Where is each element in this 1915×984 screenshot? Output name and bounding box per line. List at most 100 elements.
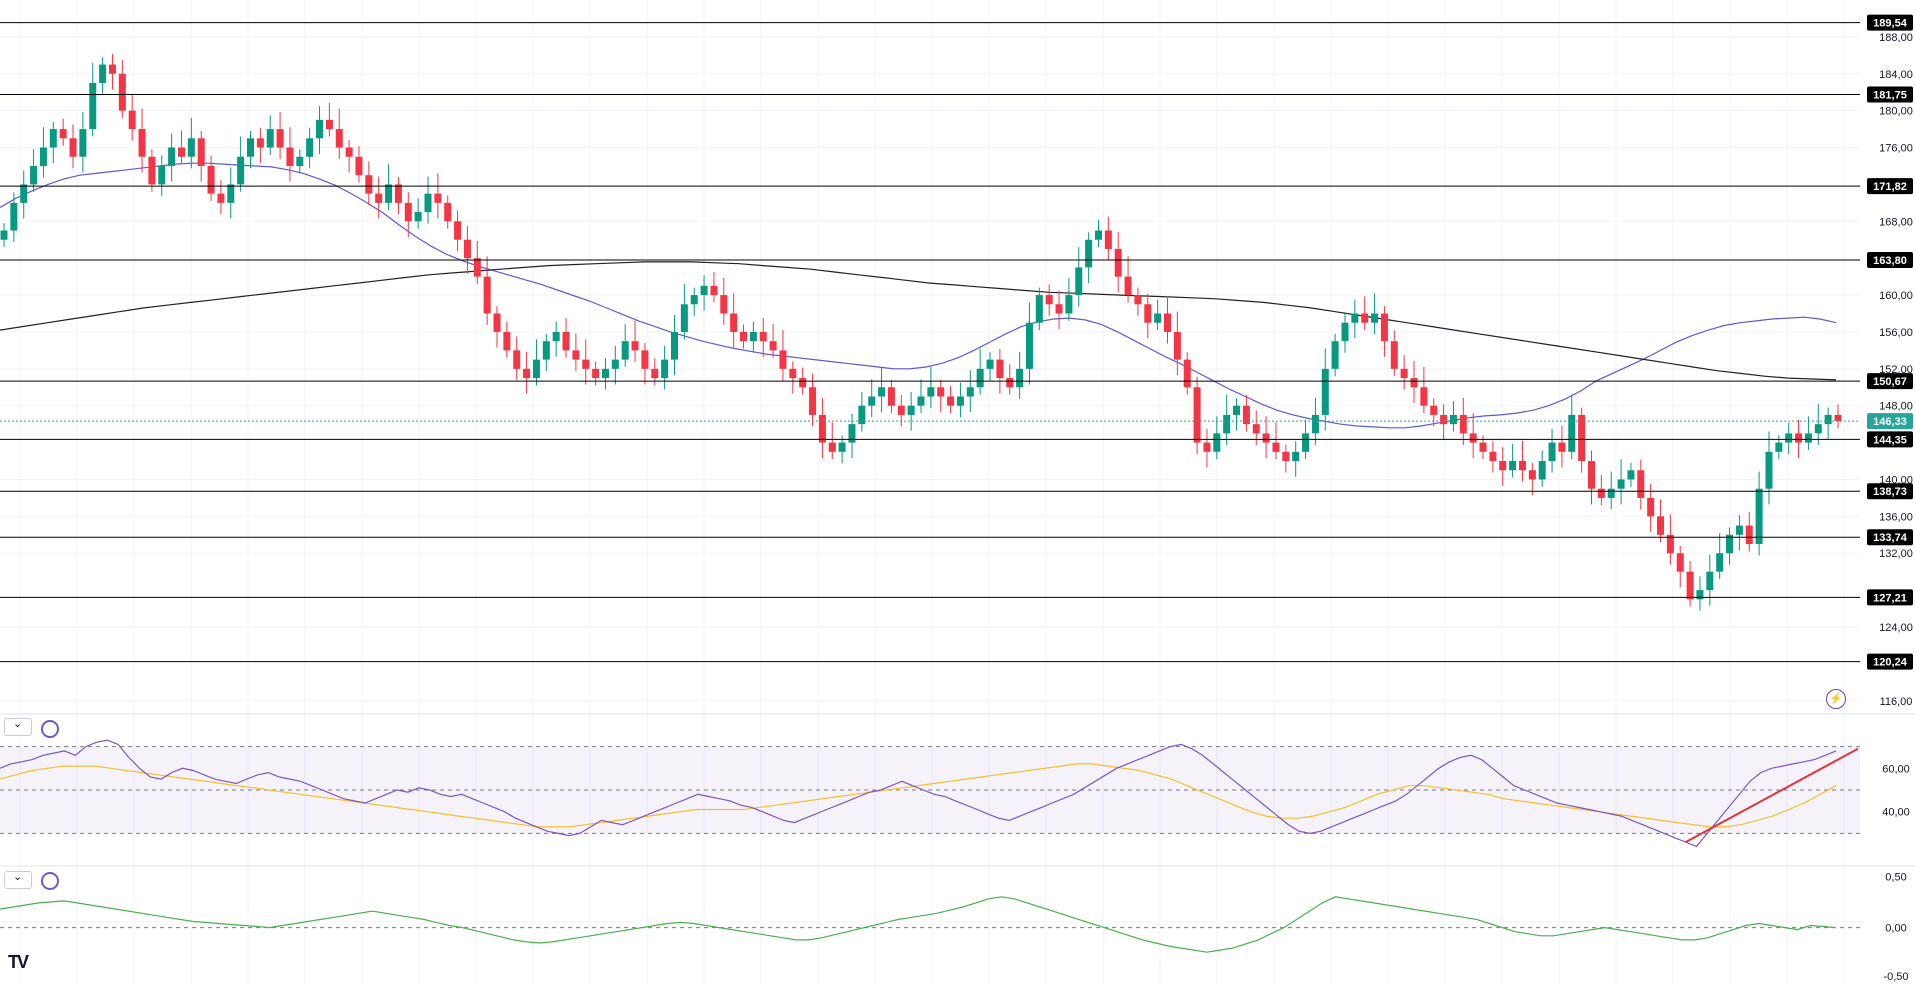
candle-body <box>917 396 925 406</box>
candle-body <box>1696 590 1704 600</box>
collapse-macd-button[interactable]: ⌄ <box>4 871 32 889</box>
refresh-icon[interactable] <box>41 872 59 890</box>
candle-body <box>680 304 688 332</box>
level-label-bg <box>1867 178 1913 195</box>
level-label-bg <box>1867 14 1913 31</box>
candle-body <box>1262 433 1270 443</box>
candle-body <box>592 368 600 379</box>
level-label: 120,24 <box>1873 657 1908 669</box>
candle-body <box>700 285 708 296</box>
candle-body <box>1164 313 1172 332</box>
candle-body <box>907 405 915 415</box>
candle-body <box>1449 414 1457 425</box>
candle-body <box>858 405 866 425</box>
candle-body <box>1637 470 1645 498</box>
refresh-icon[interactable] <box>41 720 59 738</box>
candle-body <box>720 295 728 314</box>
candle-body <box>118 73 126 111</box>
candle-body <box>1795 433 1803 443</box>
macd-indicator <box>0 896 1860 953</box>
candle-body <box>1252 424 1260 434</box>
candle-body <box>1735 525 1743 535</box>
collapse-rsi-button[interactable]: ⌄ <box>4 718 32 736</box>
candle-body <box>247 138 255 157</box>
candle-body <box>947 396 955 406</box>
candle-body <box>927 387 935 397</box>
candle-body <box>483 276 491 314</box>
rsi-indicator <box>0 739 1859 848</box>
candle-body <box>1104 230 1112 249</box>
candle-body <box>30 165 38 185</box>
candle-body <box>1183 359 1191 388</box>
candle-body <box>1292 451 1300 462</box>
level-label: 171,82 <box>1873 181 1907 193</box>
candle-body <box>1647 497 1655 517</box>
candle-body <box>325 119 333 130</box>
candle-body <box>1371 313 1379 323</box>
candle-body <box>1154 313 1162 323</box>
chevron-down-icon: ⌄ <box>13 718 23 730</box>
candle-body <box>532 359 540 379</box>
level-label-bg <box>1867 431 1913 448</box>
level-label-bg <box>1867 373 1913 390</box>
price-tick-label: 140,00 <box>1879 474 1913 486</box>
candle-body <box>1341 322 1349 342</box>
candle-body <box>1509 461 1517 471</box>
candle-body <box>848 424 856 443</box>
candle-body <box>986 359 994 369</box>
candle-body <box>177 147 185 157</box>
candle-body <box>148 156 156 185</box>
candle-body <box>1686 571 1694 600</box>
price-tick-label: 132,00 <box>1879 548 1913 560</box>
candle-body <box>631 341 639 351</box>
level-label: 133,74 <box>1873 532 1908 544</box>
candle-body <box>227 184 235 203</box>
candle-body <box>601 368 609 379</box>
macd-tick-label: 0,00 <box>1885 923 1906 935</box>
candle-body <box>769 341 777 351</box>
candle-body <box>1834 414 1842 422</box>
candle-body <box>1706 571 1714 591</box>
candle-body <box>878 387 886 397</box>
lightning-icon[interactable]: ⚡ <box>1826 689 1846 709</box>
candle-body <box>1587 461 1595 489</box>
candle-body <box>1657 516 1665 535</box>
candle-body <box>1469 433 1477 443</box>
candle-body <box>976 368 984 388</box>
candle-body <box>69 138 77 157</box>
candle-body <box>1804 433 1812 443</box>
macd-tick-label: -0,50 <box>1883 971 1908 983</box>
price-axis[interactable]: 188,00 184,00 180,00 176,00 168,00 160,00 156,… <box>1879 32 1913 983</box>
candle-body <box>59 129 67 139</box>
candle-body <box>256 138 264 148</box>
rsi-tick-label: 40,00 <box>1882 807 1910 819</box>
price-tick-label: 116,00 <box>1880 696 1913 708</box>
candle-body <box>1085 239 1093 268</box>
chevron-down-icon: ⌄ <box>13 871 23 883</box>
candle-body <box>10 202 18 231</box>
candle-body <box>0 230 8 240</box>
candle-body <box>710 285 718 296</box>
tradingview-logo[interactable]: TV <box>8 952 29 972</box>
price-tick-label: 168,00 <box>1879 216 1913 228</box>
candle-body <box>779 350 787 369</box>
candle-body <box>49 129 57 148</box>
candle-body <box>956 396 964 406</box>
candle-body <box>1351 313 1359 323</box>
candle-body <box>828 442 836 452</box>
level-label-bg <box>1867 86 1913 103</box>
candle-body <box>266 129 274 148</box>
rsi-ma-line <box>0 763 1837 828</box>
candle-body <box>1765 451 1773 489</box>
level-label: 181,75 <box>1873 90 1907 102</box>
price-tick-label: 180,00 <box>1879 106 1913 118</box>
price-tick-label: 160,00 <box>1879 290 1913 302</box>
candle-body <box>809 387 817 415</box>
candle-body <box>197 138 205 166</box>
candle-body <box>444 202 452 222</box>
rsi-background <box>0 746 1860 834</box>
level-label: 150,67 <box>1873 376 1907 388</box>
candle-body <box>562 331 570 351</box>
candle-body <box>966 387 974 397</box>
